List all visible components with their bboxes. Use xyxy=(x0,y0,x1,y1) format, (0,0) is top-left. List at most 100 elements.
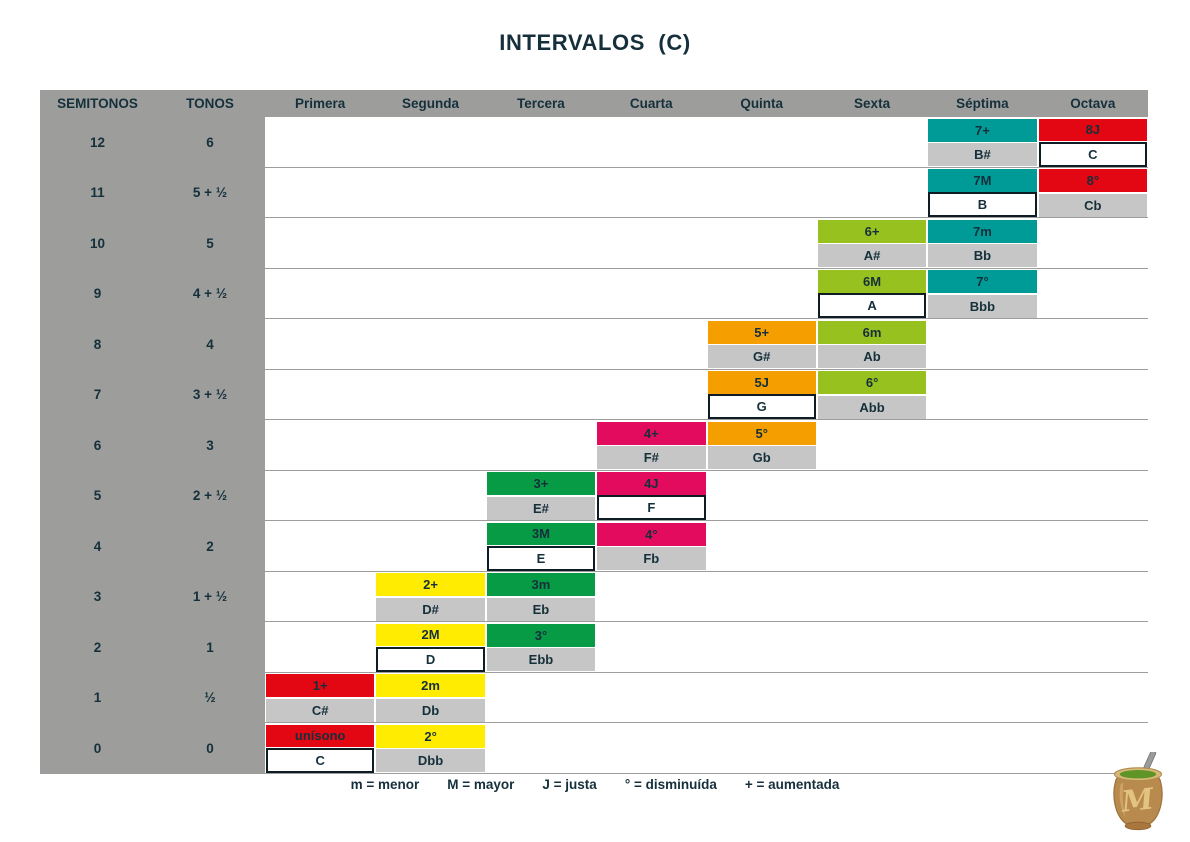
tones-value: 1 xyxy=(206,639,214,655)
cell-slot xyxy=(265,370,375,420)
note-cell-natural: E xyxy=(486,545,596,571)
row-labels: 11 5 + ½ xyxy=(40,167,265,218)
intervals-table: SEMITONOS TONOS Primera Segunda Tercera … xyxy=(40,90,1148,774)
cell-slot xyxy=(596,370,706,420)
cell-slot xyxy=(265,218,375,268)
column-header-octava: Octava xyxy=(1070,96,1116,111)
tones-value: 0 xyxy=(206,740,214,756)
cell-slot xyxy=(927,723,1037,773)
column-header-tonos: TONOS xyxy=(186,96,234,111)
cell-slot xyxy=(375,521,485,571)
note-cell: Abb xyxy=(817,395,927,419)
cell-slot xyxy=(707,521,817,571)
row-cells: 5J G 6° Abb xyxy=(265,370,1148,420)
legend-item-disminuida: ° = disminuída xyxy=(624,777,717,792)
table-row: 4 2 3M E 4° Fb xyxy=(40,521,1148,572)
cell-slot xyxy=(927,673,1037,723)
semitones-value: 3 xyxy=(93,589,102,605)
note-cell: F# xyxy=(597,446,706,469)
note-cell: Cb xyxy=(1038,193,1147,217)
row-cells: 2M D 3° Ebb xyxy=(265,622,1148,673)
tones-value: 1 + ½ xyxy=(192,589,228,605)
table-row: 8 4 5+ G# 6m Ab xyxy=(40,319,1148,370)
cell-slot xyxy=(265,572,375,622)
legend: m = menor M = mayor J = justa ° = dismin… xyxy=(0,777,1190,792)
cell-slot: 7m Bb xyxy=(927,218,1037,268)
cell-slot: 4+ F# xyxy=(596,420,706,470)
tones-value: 2 xyxy=(206,538,214,554)
note-cell-natural: B xyxy=(928,192,1037,217)
note-cell: Gb xyxy=(707,446,816,469)
interval-cell: 7+ xyxy=(928,118,1037,142)
cell-slot xyxy=(375,370,485,420)
column-header-sexta: Sexta xyxy=(854,96,891,111)
note-cell: Dbb xyxy=(376,749,485,772)
cell-slot xyxy=(486,673,596,723)
tones-value: ½ xyxy=(204,690,216,706)
semitones-value: 8 xyxy=(93,336,102,352)
cell-slot xyxy=(707,622,817,672)
cell-slot xyxy=(817,572,927,622)
column-header-septima: Séptima xyxy=(956,96,1009,111)
cell-slot xyxy=(375,471,485,521)
interval-cell: 4J xyxy=(597,472,706,495)
cell-slot: 5° Gb xyxy=(707,420,817,470)
interval-cell: 7° xyxy=(928,270,1037,293)
cell-slot xyxy=(265,622,375,672)
cell-slot xyxy=(265,521,375,571)
cell-slot xyxy=(1038,218,1148,268)
cell-slot: unísono C xyxy=(265,723,375,773)
cell-slot xyxy=(707,572,817,622)
cell-slot xyxy=(707,673,817,723)
interval-cell: 4° xyxy=(597,522,706,546)
cell-slot xyxy=(1038,673,1148,723)
interval-cell: 6+ xyxy=(817,219,927,243)
cell-slot xyxy=(707,218,817,268)
semitones-value: 2 xyxy=(93,639,102,655)
cell-slot xyxy=(265,319,375,369)
interval-cell: 4+ xyxy=(597,421,706,445)
interval-cell: 3M xyxy=(486,522,596,546)
column-header-primera: Primera xyxy=(295,96,346,111)
cell-slot: 2+ D# xyxy=(375,572,485,622)
cell-slot xyxy=(817,673,927,723)
row-cells: 2+ D# 3m Eb xyxy=(265,572,1148,622)
cell-slot xyxy=(486,370,596,420)
cell-slot xyxy=(1038,471,1148,521)
cell-slot xyxy=(486,117,596,167)
cell-slot xyxy=(1038,572,1148,622)
row-cells: 7+ B# 8J C xyxy=(265,117,1148,168)
cell-slot: 5J G xyxy=(707,370,817,419)
cell-slot xyxy=(596,269,706,319)
page-title: INTERVALOS (C) xyxy=(499,30,691,55)
cell-slot xyxy=(1038,370,1148,420)
table-body: 12 6 7+ B# 8J C 11 5 + ½ 7M B 8° Cb 10 5 6+ A# 7m Bb 9 4 + … xyxy=(40,117,1148,774)
interval-cell: 8J xyxy=(1038,118,1147,142)
note-cell-natural: G xyxy=(707,394,816,419)
tones-value: 4 xyxy=(206,336,214,352)
interval-cell: 2+ xyxy=(376,573,485,596)
row-labels: 12 6 xyxy=(40,117,265,168)
cell-slot xyxy=(817,420,927,470)
cell-slot: 4J F xyxy=(596,471,706,520)
cell-slot xyxy=(265,471,375,521)
cell-slot xyxy=(927,420,1037,470)
row-cells: 7M B 8° Cb xyxy=(265,168,1148,218)
row-cells: unísono C 2° Dbb xyxy=(265,723,1148,774)
row-cells: 6+ A# 7m Bb xyxy=(265,218,1148,269)
cell-slot xyxy=(927,572,1037,622)
cell-slot xyxy=(375,319,485,369)
cell-slot xyxy=(375,168,485,218)
note-cell: E# xyxy=(486,496,596,520)
cell-slot xyxy=(265,168,375,218)
cell-slot xyxy=(596,319,706,369)
cell-slot xyxy=(596,168,706,218)
cell-slot: 8° Cb xyxy=(1038,168,1148,218)
cell-slot xyxy=(927,319,1037,369)
cell-slot xyxy=(817,471,927,521)
row-cells: 3M E 4° Fb xyxy=(265,521,1148,572)
cell-slot xyxy=(927,622,1037,672)
